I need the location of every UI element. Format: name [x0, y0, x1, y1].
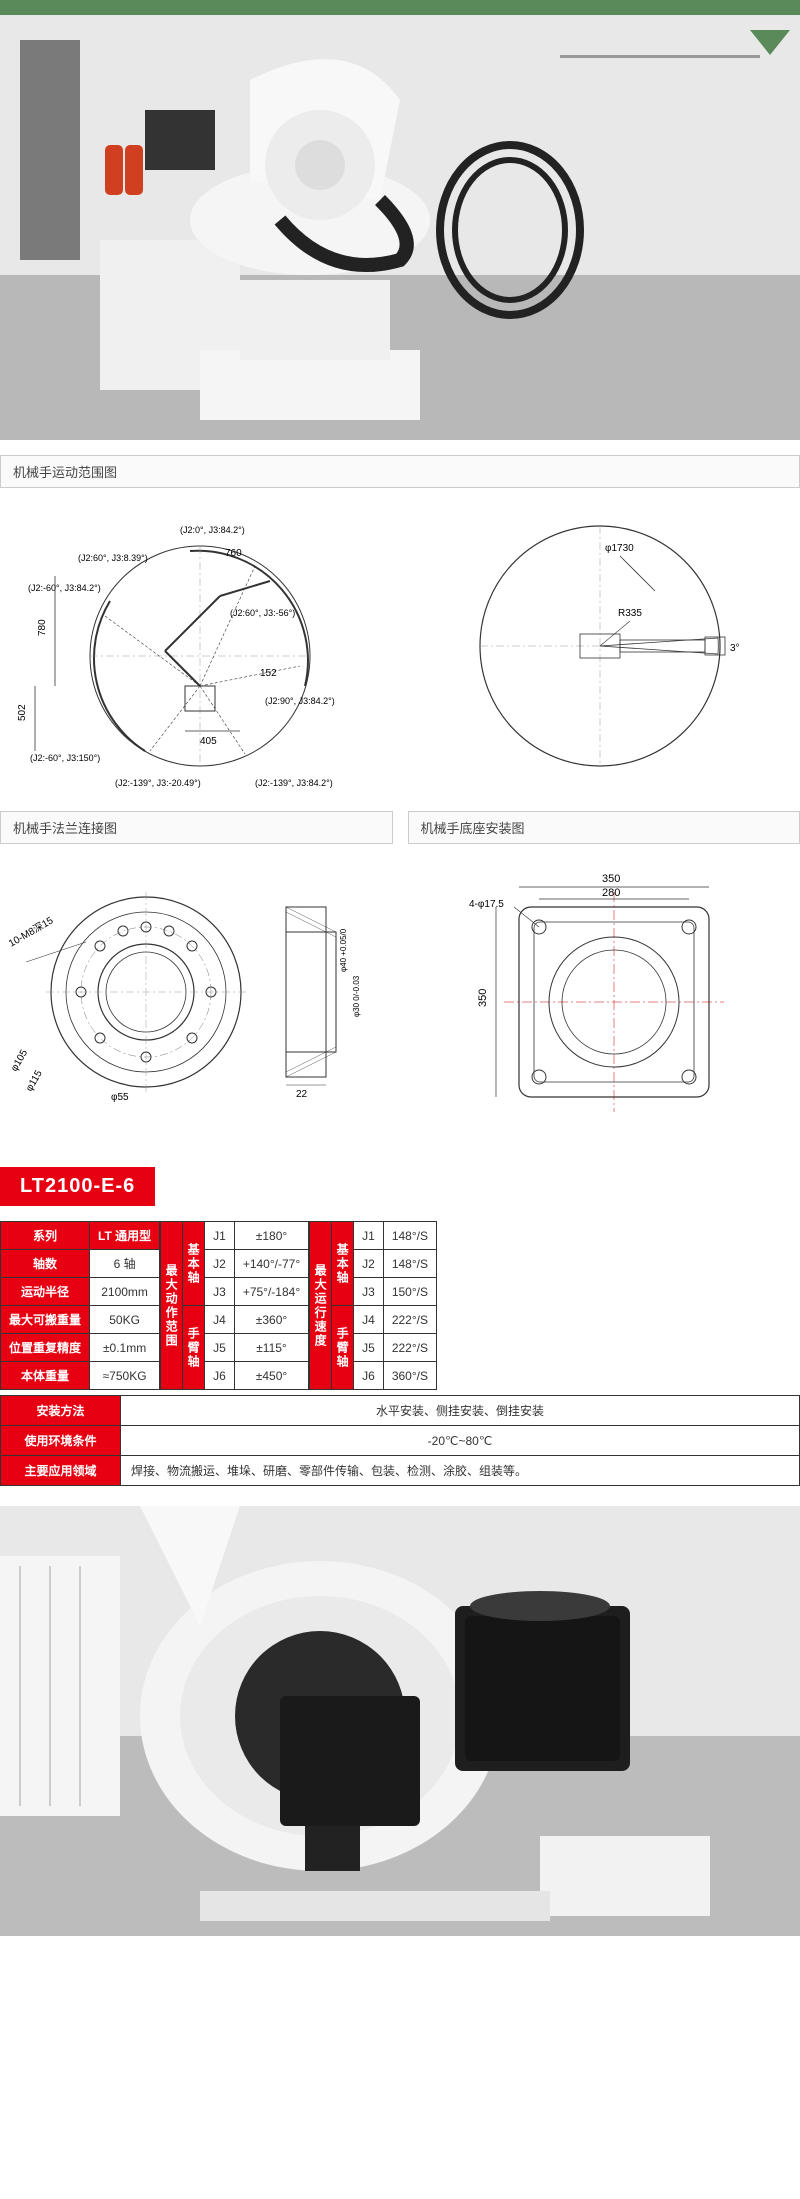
svg-text:(J2:-139°, J3:-20.49°): (J2:-139°, J3:-20.49°) [115, 778, 201, 788]
flange-diagram: 10-M8深15 φ105 φ115 φ55 22 φ40 +0.05 [0, 852, 393, 1132]
svg-text:φ115: φ115 [24, 1068, 45, 1093]
svg-text:(J2:-60°, J3:150°): (J2:-60°, J3:150°) [30, 753, 100, 763]
svg-text:760: 760 [225, 548, 242, 559]
model-badge: LT2100-E-6 [0, 1167, 155, 1206]
svg-text:502: 502 [17, 704, 28, 721]
spec-table: 系列 LT 通用型 轴数6 轴 运动半径2100mm 最大可搬重量50KG 位置… [0, 1221, 800, 1390]
svg-text:φ55: φ55 [111, 1092, 129, 1103]
base-diagram: 350 280 350 4-φ17.5 [408, 852, 800, 1132]
section-base-label: 机械手底座安装图 [421, 821, 525, 836]
svg-text:350: 350 [602, 873, 620, 885]
svg-text:3°: 3° [730, 643, 740, 654]
motion-range-diagram: 780 502 405 760 152 (J2:0°, J3:84.2°) (J… [0, 496, 800, 796]
spec-bottom-table: 安装方法 水平安装、侧挂安装、倒挂安装 使用环境条件 -20℃~80℃ 主要应用… [0, 1395, 800, 1486]
svg-text:φ30 0/-0.03: φ30 0/-0.03 [352, 975, 361, 1017]
section-flange-header: 机械手法兰连接图 [0, 811, 393, 844]
spec-left-table: 系列 LT 通用型 轴数6 轴 运动半径2100mm 最大可搬重量50KG 位置… [0, 1221, 160, 1390]
product-photo-bottom [0, 1506, 800, 1936]
svg-text:(J2:60°, J3:8.39°): (J2:60°, J3:8.39°) [78, 553, 148, 563]
svg-text:280: 280 [602, 887, 620, 899]
model-label: LT2100-E-6 [20, 1175, 135, 1197]
svg-text:350: 350 [477, 989, 489, 1007]
svg-text:10-M8深15: 10-M8深15 [7, 914, 56, 949]
svg-text:(J2:-60°, J3:84.2°): (J2:-60°, J3:84.2°) [28, 583, 101, 593]
svg-text:R335: R335 [618, 608, 642, 619]
svg-text:22: 22 [296, 1089, 308, 1100]
svg-text:φ105: φ105 [9, 1048, 30, 1074]
svg-text:780: 780 [37, 619, 48, 636]
section-flange-label: 机械手法兰连接图 [13, 821, 117, 836]
spec-left-h0: 系列 [1, 1222, 90, 1250]
svg-text:4-φ17.5: 4-φ17.5 [469, 899, 504, 910]
svg-text:(J2:-139°, J3:84.2°): (J2:-139°, J3:84.2°) [255, 778, 333, 788]
svg-text:φ40 +0.05/0: φ40 +0.05/0 [339, 928, 348, 972]
spec-mid-table: 最大动作范围 基本轴 J1±180° J2+140°/-77° J3+75°/-… [160, 1221, 309, 1390]
svg-text:φ1730: φ1730 [605, 543, 634, 554]
product-photo-top [0, 0, 800, 440]
section-motion-range-label: 机械手运动范围图 [13, 465, 117, 480]
spec-right-table: 最大运行速度 基本轴 J1148°/S J2148°/S J3150°/S 手臂… [309, 1221, 437, 1390]
svg-text:(J2:0°, J3:84.2°): (J2:0°, J3:84.2°) [180, 525, 245, 535]
section-base-header: 机械手底座安装图 [408, 811, 800, 844]
svg-text:(J2:90°, J3:84.2°): (J2:90°, J3:84.2°) [265, 696, 335, 706]
spec-left-h1: LT 通用型 [90, 1222, 160, 1250]
section-motion-range-header: 机械手运动范围图 [0, 455, 800, 488]
svg-text:152: 152 [260, 668, 277, 679]
svg-text:(J2:60°, J3:-56°): (J2:60°, J3:-56°) [230, 608, 295, 618]
svg-text:405: 405 [200, 736, 217, 747]
